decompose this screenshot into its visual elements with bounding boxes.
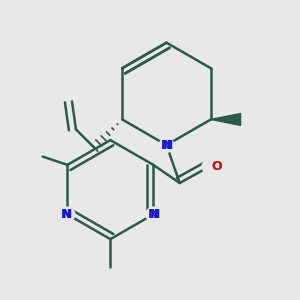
Circle shape [202,159,217,174]
Text: N: N [62,208,73,221]
Circle shape [146,207,160,222]
Text: N: N [61,208,71,221]
Text: O: O [212,160,222,173]
Text: O: O [212,160,222,173]
Circle shape [60,207,75,222]
Text: N: N [148,208,158,221]
Text: N: N [163,139,173,152]
Circle shape [159,138,174,152]
Polygon shape [211,113,241,125]
Text: N: N [150,208,160,221]
Text: N: N [161,139,172,152]
